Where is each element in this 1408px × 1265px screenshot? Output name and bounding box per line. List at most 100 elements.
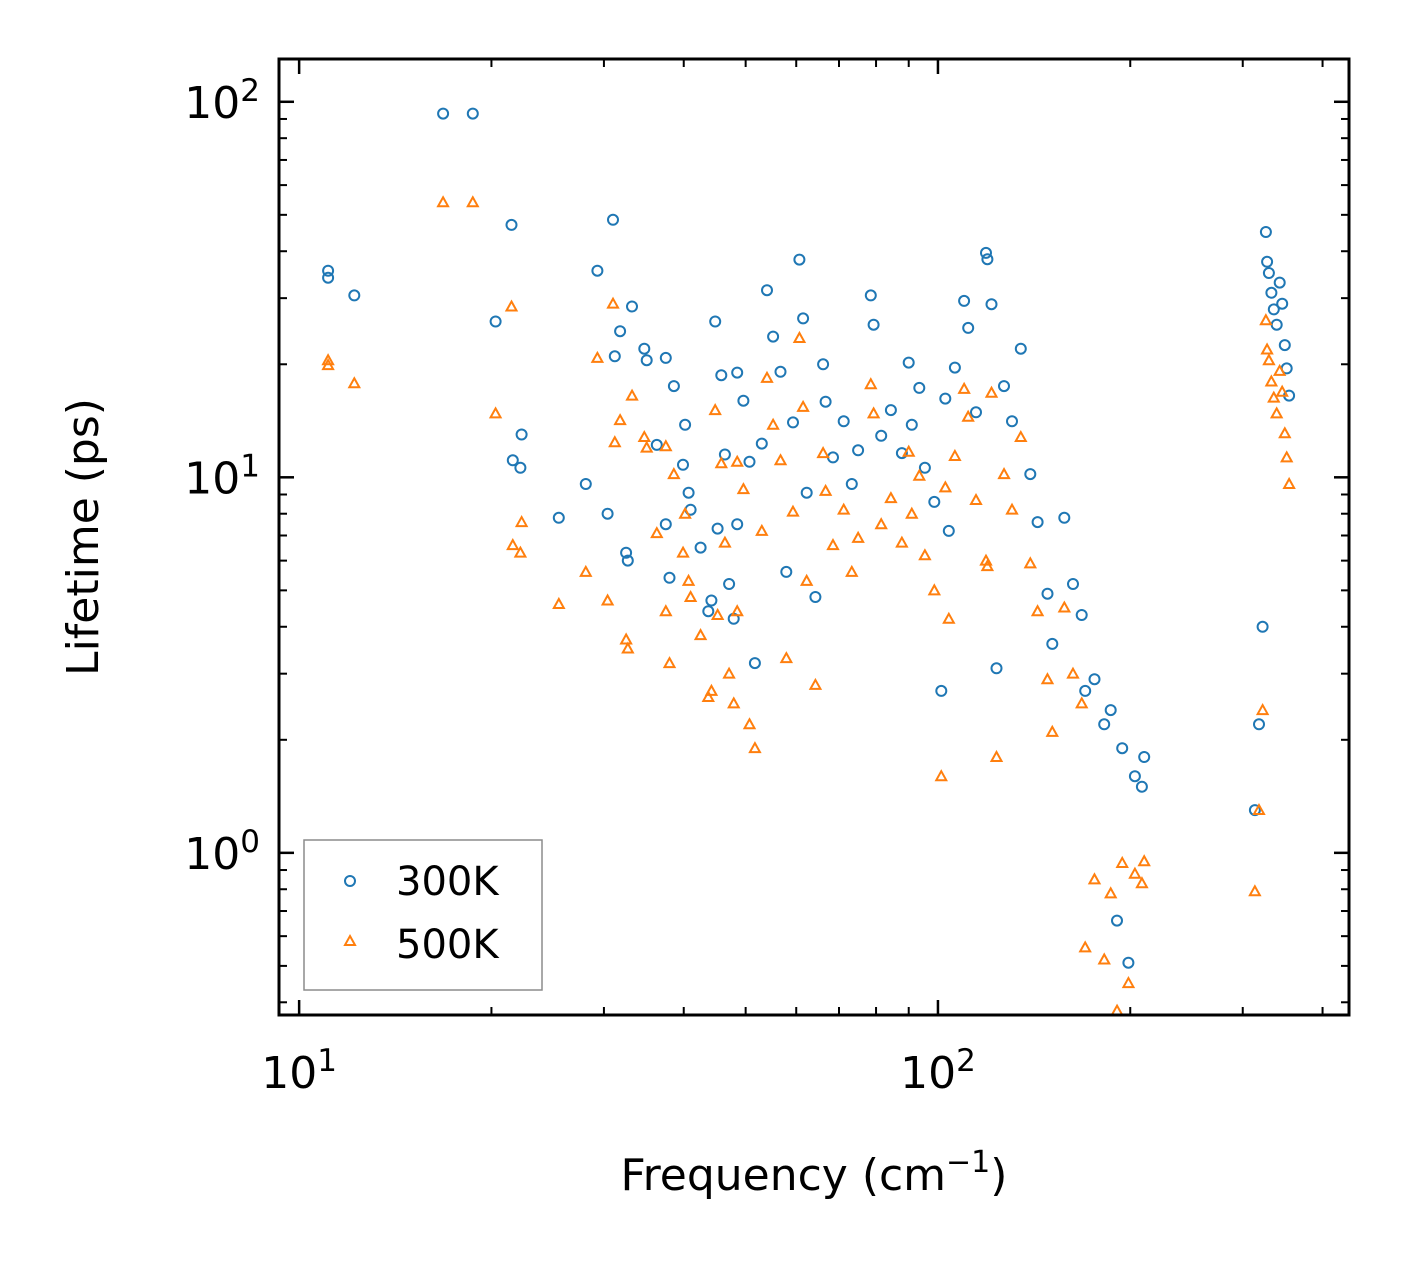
point-500k xyxy=(1279,450,1294,463)
point-500k xyxy=(938,480,953,493)
data-points xyxy=(321,107,1296,1016)
point-500k xyxy=(902,444,916,457)
point-300k xyxy=(1273,276,1286,289)
point-300k xyxy=(705,594,718,607)
point-300k xyxy=(552,511,565,524)
point-300k xyxy=(466,107,479,120)
point-300k xyxy=(1006,415,1018,428)
point-500k xyxy=(579,564,593,577)
point-500k xyxy=(766,417,780,430)
point-500k xyxy=(625,388,639,401)
point-500k xyxy=(650,526,664,539)
point-300k xyxy=(939,392,952,405)
point-300k xyxy=(1104,704,1117,717)
point-500k xyxy=(1057,600,1072,613)
point-500k xyxy=(662,656,677,669)
point-500k xyxy=(1255,703,1270,716)
point-500k xyxy=(989,749,1004,762)
point-500k xyxy=(1128,866,1142,879)
point-300k xyxy=(579,478,592,490)
point-500k xyxy=(639,440,654,453)
point-300k xyxy=(1256,620,1269,633)
point-300k xyxy=(506,454,519,467)
point-500k xyxy=(1078,940,1092,953)
point-500k xyxy=(927,583,942,596)
y-tick-label: 101 xyxy=(184,448,260,504)
point-300k xyxy=(928,495,941,508)
point-300k xyxy=(1128,770,1141,783)
point-300k xyxy=(601,507,614,520)
point-500k xyxy=(773,453,788,466)
point-300k xyxy=(677,458,689,471)
point-300k xyxy=(884,404,897,417)
point-500k xyxy=(1040,672,1055,685)
point-500k xyxy=(980,559,995,572)
point-500k xyxy=(1115,855,1129,868)
point-300k xyxy=(514,461,527,474)
point-300k xyxy=(694,541,707,554)
x-tick-label: 101 xyxy=(261,1043,337,1099)
point-500k xyxy=(948,448,962,461)
point-300k xyxy=(1248,804,1261,817)
point-500k xyxy=(466,195,480,208)
point-300k xyxy=(1122,956,1135,969)
point-300k xyxy=(620,546,633,559)
legend-label-300k: 300K xyxy=(396,859,500,905)
point-300k xyxy=(1046,637,1059,650)
point-500k xyxy=(851,530,865,543)
point-500k xyxy=(792,330,807,343)
legend: 300K 500K xyxy=(303,839,543,991)
point-500k xyxy=(710,607,725,620)
point-300k xyxy=(1253,718,1265,731)
point-500k xyxy=(600,593,615,606)
point-500k xyxy=(704,683,719,696)
point-300k xyxy=(1041,587,1054,600)
point-300k xyxy=(748,657,761,670)
point-500k xyxy=(818,483,833,496)
point-300k xyxy=(718,448,731,461)
x-tick-label: 102 xyxy=(900,1043,976,1099)
series-300k xyxy=(322,107,1296,969)
point-300k xyxy=(659,351,672,364)
point-300k xyxy=(1075,609,1088,621)
point-500k xyxy=(866,406,881,419)
point-500k xyxy=(514,515,529,528)
point-300k xyxy=(505,218,518,231)
point-300k xyxy=(1116,742,1129,755)
point-500k xyxy=(845,564,859,577)
point-500k xyxy=(718,535,732,548)
point-500k xyxy=(1023,556,1038,569)
x-axis-title: Frequency (cm−1) xyxy=(621,1145,1008,1201)
point-300k xyxy=(845,478,858,490)
point-300k xyxy=(737,394,750,407)
point-500k xyxy=(816,446,830,459)
point-500k xyxy=(701,689,715,703)
point-500k xyxy=(796,399,810,412)
point-500k xyxy=(619,632,633,645)
point-300k xyxy=(787,416,799,429)
point-500k xyxy=(730,604,744,617)
point-500k xyxy=(942,611,956,624)
y-tick-label: 102 xyxy=(184,73,260,129)
point-500k xyxy=(934,769,948,782)
point-300k xyxy=(614,325,627,338)
point-300k xyxy=(1111,914,1123,927)
point-300k xyxy=(1067,578,1079,590)
point-500k xyxy=(1267,390,1281,403)
point-500k xyxy=(997,467,1011,480)
point-300k xyxy=(667,380,680,393)
point-300k xyxy=(902,356,915,369)
point-500k xyxy=(708,403,722,416)
point-500k xyxy=(799,573,814,586)
point-500k xyxy=(984,385,999,398)
point-500k xyxy=(961,409,975,422)
point-300k xyxy=(1278,339,1291,352)
point-500k xyxy=(621,641,635,654)
point-500k xyxy=(760,370,774,383)
point-300k xyxy=(1138,751,1151,763)
point-300k xyxy=(819,395,832,408)
point-300k xyxy=(948,361,961,374)
point-300k xyxy=(985,298,998,311)
point-300k xyxy=(621,554,634,567)
point-300k xyxy=(837,415,850,428)
